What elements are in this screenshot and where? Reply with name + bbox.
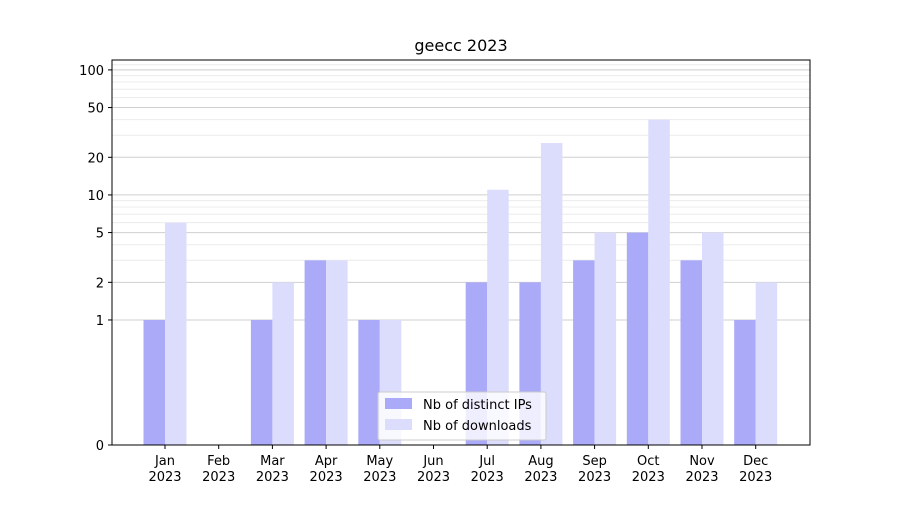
x-tick-label: Oct xyxy=(637,454,659,469)
bar-nb-of-downloads-nov xyxy=(702,232,724,445)
x-tick-label: 2023 xyxy=(578,470,611,485)
x-tick-label: 2023 xyxy=(739,470,772,485)
y-tick-label: 50 xyxy=(87,102,104,117)
bar-nb-of-distinct-ips-nov xyxy=(680,260,702,445)
x-tick-label: 2023 xyxy=(417,470,450,485)
bar-nb-of-distinct-ips-sep xyxy=(573,260,595,445)
bar-nb-of-downloads-oct xyxy=(648,119,670,446)
bar-nb-of-distinct-ips-jan xyxy=(143,319,165,445)
x-tick-label: Nov xyxy=(689,454,715,469)
x-tick-label: 2023 xyxy=(202,470,235,485)
x-tick-label: 2023 xyxy=(632,470,665,485)
x-tick-label: 2023 xyxy=(363,470,396,485)
chart-title: geecc 2023 xyxy=(414,36,507,55)
legend-swatch-downloads xyxy=(385,419,412,430)
bar-nb-of-downloads-aug xyxy=(540,143,563,445)
y-tick-label: 20 xyxy=(87,151,104,166)
legend-frame xyxy=(377,391,547,441)
bar-nb-of-distinct-ips-dec xyxy=(734,319,756,445)
legend-label-downloads: Nb of downloads xyxy=(423,419,532,434)
x-tick-label: 2023 xyxy=(685,470,718,485)
bar-nb-of-downloads-apr xyxy=(326,260,348,445)
bar-nb-of-distinct-ips-may xyxy=(358,319,380,445)
legend: Nb of distinct IPs Nb of downloads xyxy=(377,391,547,441)
legend-label-distinct-ips: Nb of distinct IPs xyxy=(423,398,532,413)
x-tick-label: Mar xyxy=(260,454,285,469)
legend-swatch-distinct-ips xyxy=(385,398,412,409)
x-tick-label: 2023 xyxy=(310,470,343,485)
y-tick-label: 10 xyxy=(87,189,104,204)
x-tick-label: Aug xyxy=(528,454,553,469)
x-tick-label: 2023 xyxy=(471,470,504,485)
bar-nb-of-distinct-ips-oct xyxy=(626,232,649,445)
x-tick-label: 2023 xyxy=(148,470,181,485)
x-tick-label: 2023 xyxy=(256,470,289,485)
x-tick-label: Jul xyxy=(478,454,495,469)
x-tick-label: May xyxy=(366,454,393,469)
x-tick-label: Dec xyxy=(743,454,768,469)
x-axis: Jan2023Feb2023Mar2023Apr2023May2023Jun20… xyxy=(148,445,772,485)
bar-nb-of-distinct-ips-apr xyxy=(304,260,327,445)
bar-nb-of-downloads-dec xyxy=(755,282,778,445)
y-tick-label: 5 xyxy=(96,227,104,242)
y-axis: 0 1 2 5 10 20 50 100 xyxy=(79,64,112,454)
plot-frame xyxy=(111,59,811,446)
bar-nb-of-downloads-jan xyxy=(165,222,187,445)
bar-nb-of-downloads-jul xyxy=(487,189,509,445)
y-tick-label: 0 xyxy=(96,439,104,454)
y-tick-label: 100 xyxy=(79,64,104,79)
x-tick-label: 2023 xyxy=(524,470,557,485)
x-tick-label: Jan xyxy=(154,454,175,469)
x-tick-label: Feb xyxy=(207,454,230,469)
bar-nb-of-distinct-ips-mar xyxy=(250,319,273,445)
y-tick-label: 1 xyxy=(96,314,104,329)
bar-nb-of-downloads-mar xyxy=(272,282,294,445)
x-tick-label: Jun xyxy=(422,454,443,469)
x-tick-label: Sep xyxy=(582,454,607,469)
x-tick-label: Apr xyxy=(315,454,338,469)
bar-nb-of-downloads-sep xyxy=(594,232,617,445)
y-tick-label: 2 xyxy=(96,276,104,291)
